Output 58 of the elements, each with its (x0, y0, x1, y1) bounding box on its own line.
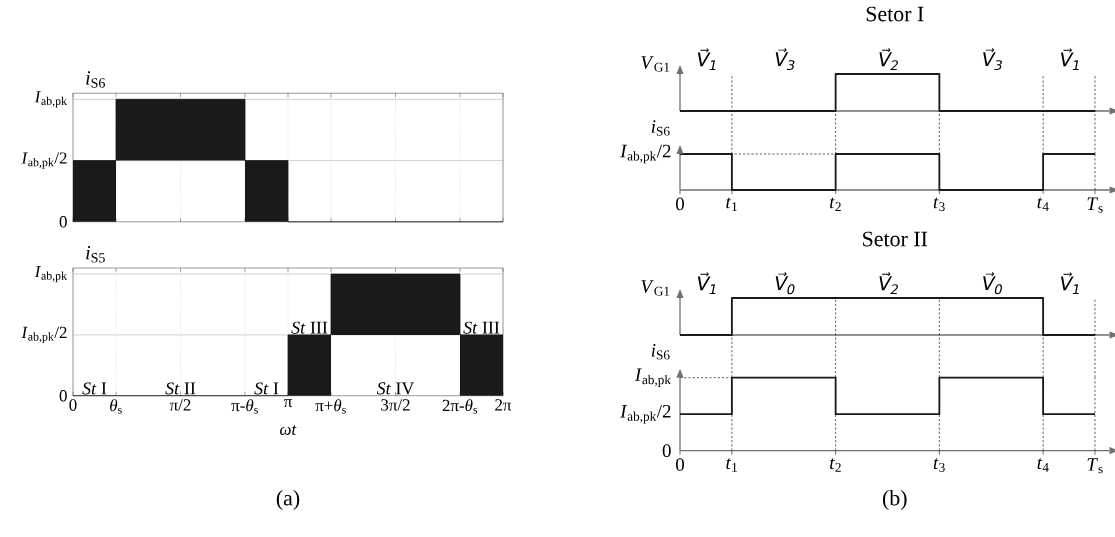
x-tick-label: 0 (675, 458, 685, 471)
annotation: St III (463, 321, 500, 334)
x-tick-label: T$_{s}$ (1087, 197, 1103, 213)
annotation: St I (82, 382, 107, 395)
text: 0 (662, 444, 671, 458)
x-tick-label: π (283, 399, 293, 408)
text: V⃗$_{1}$ (697, 48, 716, 70)
x-tick-label: t$_{2}$ (830, 458, 841, 472)
text: V⃗$_{3}$ (775, 48, 795, 71)
x-tick-label: t$_{1}$ (726, 458, 737, 472)
x-tick-label: t$_{4}$ (1037, 458, 1049, 472)
text: V⃗$_{1}$ (1061, 48, 1079, 70)
x-tick-label: T$_{s}$ (1087, 458, 1103, 474)
text: V⃗$_{0}$ (983, 272, 1002, 295)
text: (b) (882, 490, 907, 510)
x-tick-label: θ$_{s}$ (110, 399, 122, 414)
x-tick-label: t$_{1}$ (726, 197, 737, 211)
x-tick-label: 2π (495, 399, 512, 411)
text: V⃗$_{2}$ (879, 48, 899, 71)
y-axis-title: V$_{G1}$ (641, 56, 670, 72)
y-axis-title: i$_{S6}$ (651, 120, 670, 136)
text: V⃗$_{0}$ (775, 272, 795, 295)
text: V⃗$_{2}$ (879, 272, 899, 295)
y-axis-title: i$_{S6}$ (651, 343, 670, 360)
text: V⃗$_{3}$ (983, 48, 1002, 71)
x-tick-label: π/2 (169, 399, 191, 411)
x-tick-label: 0 (675, 197, 685, 211)
x-axis-title: ωt (280, 425, 297, 435)
x-tick-label: t$_{4}$ (1037, 197, 1049, 211)
text: V⃗$_{1}$ (1061, 272, 1079, 294)
ref-line-label: I$_{ab,pk}$ (34, 265, 67, 283)
annotation: St II (165, 382, 196, 395)
text: 0 (59, 389, 67, 402)
x-tick-label: t$_{2}$ (830, 197, 841, 212)
ref-line-label: I$_{ab,pk}$/2 (21, 326, 67, 344)
annotation: St IV (376, 382, 415, 395)
text: 0 (59, 216, 67, 228)
x-tick-label: π-θ$_{s}$ (231, 399, 258, 414)
text: I$_{ab,pk}$/2 (620, 404, 671, 424)
ref-line-label: I$_{ab,pk}$/2 (620, 144, 671, 164)
x-tick-label: t$_{3}$ (933, 197, 945, 212)
ref-line-label: I$_{ab,pk}$/2 (21, 152, 67, 169)
text: V⃗$_{1}$ (697, 272, 716, 294)
y-axis-title: i$_{S5}$ (86, 246, 105, 263)
x-tick-label: 3π/2 (381, 399, 410, 411)
text: (a) (276, 490, 300, 510)
chart-title: Setor I (866, 6, 924, 22)
x-tick-label: 2π-θ$_{s}$ (442, 399, 478, 414)
ref-line-label: I$_{ab,pk}$ (34, 91, 67, 108)
x-tick-label: 0 (69, 399, 77, 411)
annotation: St I (254, 382, 279, 395)
y-axis-title: i$_{S6}$ (86, 71, 105, 88)
x-tick-label: t$_{3}$ (933, 458, 945, 472)
annotation: St III (291, 321, 328, 334)
x-tick-label: π+θ$_{s}$ (315, 399, 346, 414)
y-axis-title: V$_{G1}$ (641, 280, 670, 296)
chart-title: Setor II (863, 231, 928, 247)
ref-line-label: I$_{ab,pk}$ (634, 368, 671, 387)
